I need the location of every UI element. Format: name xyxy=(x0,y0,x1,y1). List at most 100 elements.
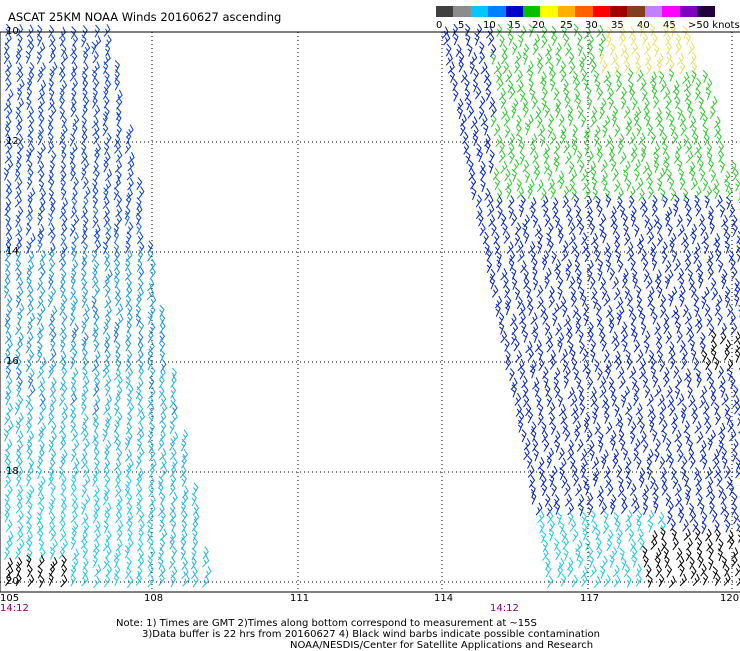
wind-barb xyxy=(104,458,110,470)
wind-barb xyxy=(537,180,543,192)
wind-barb xyxy=(565,494,571,506)
wind-barb xyxy=(72,249,76,261)
wind-barb xyxy=(545,323,549,335)
note-line-3: NOAA/NESDIS/Center for Satellite Applica… xyxy=(290,640,593,651)
wind-barb xyxy=(460,114,466,126)
wind-barb xyxy=(686,98,691,110)
wind-barb xyxy=(83,196,88,208)
wind-barb xyxy=(71,411,76,423)
wind-barb xyxy=(653,375,657,388)
wind-barb xyxy=(614,351,620,363)
wind-barb xyxy=(503,223,507,235)
wind-barb xyxy=(545,268,551,280)
wind-barb xyxy=(27,35,33,47)
wind-barb xyxy=(662,251,667,263)
wind-barb xyxy=(623,386,629,398)
wind-barb xyxy=(627,294,632,306)
wind-barb xyxy=(29,458,34,470)
wind-barb xyxy=(653,501,658,513)
wind-barb xyxy=(548,223,553,235)
wind-barb xyxy=(103,539,109,551)
wind-barb xyxy=(678,450,683,462)
wind-barb xyxy=(568,440,574,452)
lat-label-12: 12 xyxy=(6,136,19,147)
wind-barb xyxy=(715,357,719,369)
wind-barb xyxy=(608,530,613,542)
wind-barb xyxy=(562,530,567,542)
wind-barb xyxy=(651,477,656,489)
wind-barb xyxy=(678,268,684,280)
wind-barb xyxy=(703,179,707,191)
wind-barb xyxy=(453,79,458,91)
wind-barb xyxy=(610,268,615,280)
wind-barb xyxy=(624,565,629,577)
wind-barb xyxy=(555,215,559,227)
wind-barb xyxy=(607,79,611,91)
wind-barb xyxy=(695,143,701,155)
wind-barb xyxy=(650,72,656,84)
wind-barb xyxy=(486,88,490,100)
wind-barb xyxy=(714,116,720,128)
wind-barb xyxy=(697,151,701,163)
wind-barb xyxy=(556,105,560,117)
wind-barb xyxy=(453,24,458,36)
wind-barb xyxy=(529,24,533,36)
wind-barb xyxy=(655,450,659,462)
wind-barb xyxy=(480,223,485,235)
wind-barb xyxy=(494,124,500,136)
wind-barb xyxy=(512,385,516,397)
wind-barb xyxy=(600,107,605,119)
wind-barb xyxy=(604,575,610,587)
wind-barb xyxy=(182,474,186,486)
wind-barb xyxy=(696,369,701,381)
wind-barb xyxy=(528,411,532,423)
wind-barb xyxy=(499,141,504,153)
wind-barb xyxy=(569,52,574,64)
wind-barb xyxy=(563,186,569,198)
wind-barb xyxy=(576,321,581,333)
wind-barb xyxy=(564,548,568,560)
wind-barb xyxy=(523,52,528,64)
wind-barb xyxy=(648,187,653,199)
wind-barb xyxy=(116,304,122,316)
wind-barb xyxy=(515,393,521,405)
wind-barb xyxy=(653,312,657,324)
wind-barb xyxy=(37,350,41,363)
wind-barb xyxy=(663,195,667,207)
wind-barb xyxy=(160,492,164,504)
wind-barb xyxy=(733,385,738,397)
wind-barb xyxy=(71,27,75,39)
wind-barb xyxy=(657,60,662,72)
wind-barb xyxy=(126,359,131,371)
wind-barb xyxy=(515,233,520,245)
wind-barb xyxy=(125,141,131,153)
wind-barb xyxy=(554,142,560,154)
wind-barb xyxy=(542,78,546,90)
wind-barb xyxy=(621,502,627,514)
wind-barb xyxy=(81,402,86,414)
wind-barb xyxy=(560,522,564,534)
wind-barb xyxy=(483,232,488,244)
wind-barb xyxy=(561,349,567,361)
wind-barb xyxy=(59,27,65,39)
wind-barb xyxy=(562,476,567,488)
wind-barb xyxy=(531,250,535,262)
wind-barb xyxy=(727,304,732,316)
wind-barb xyxy=(703,287,709,299)
wind-barb xyxy=(654,44,658,56)
wind-barb xyxy=(534,449,539,461)
wind-barb xyxy=(705,304,710,316)
wind-barb xyxy=(5,510,9,522)
wind-barb xyxy=(541,305,546,317)
wind-barb xyxy=(49,259,54,271)
wind-barb xyxy=(623,448,627,460)
wind-barb xyxy=(139,321,144,333)
wind-barb xyxy=(577,33,582,45)
wind-barb xyxy=(713,449,719,461)
wind-barb xyxy=(181,439,185,451)
wind-barb xyxy=(125,484,129,496)
wind-barb xyxy=(526,341,532,353)
wind-barb xyxy=(526,404,531,416)
wind-barb xyxy=(544,439,549,451)
